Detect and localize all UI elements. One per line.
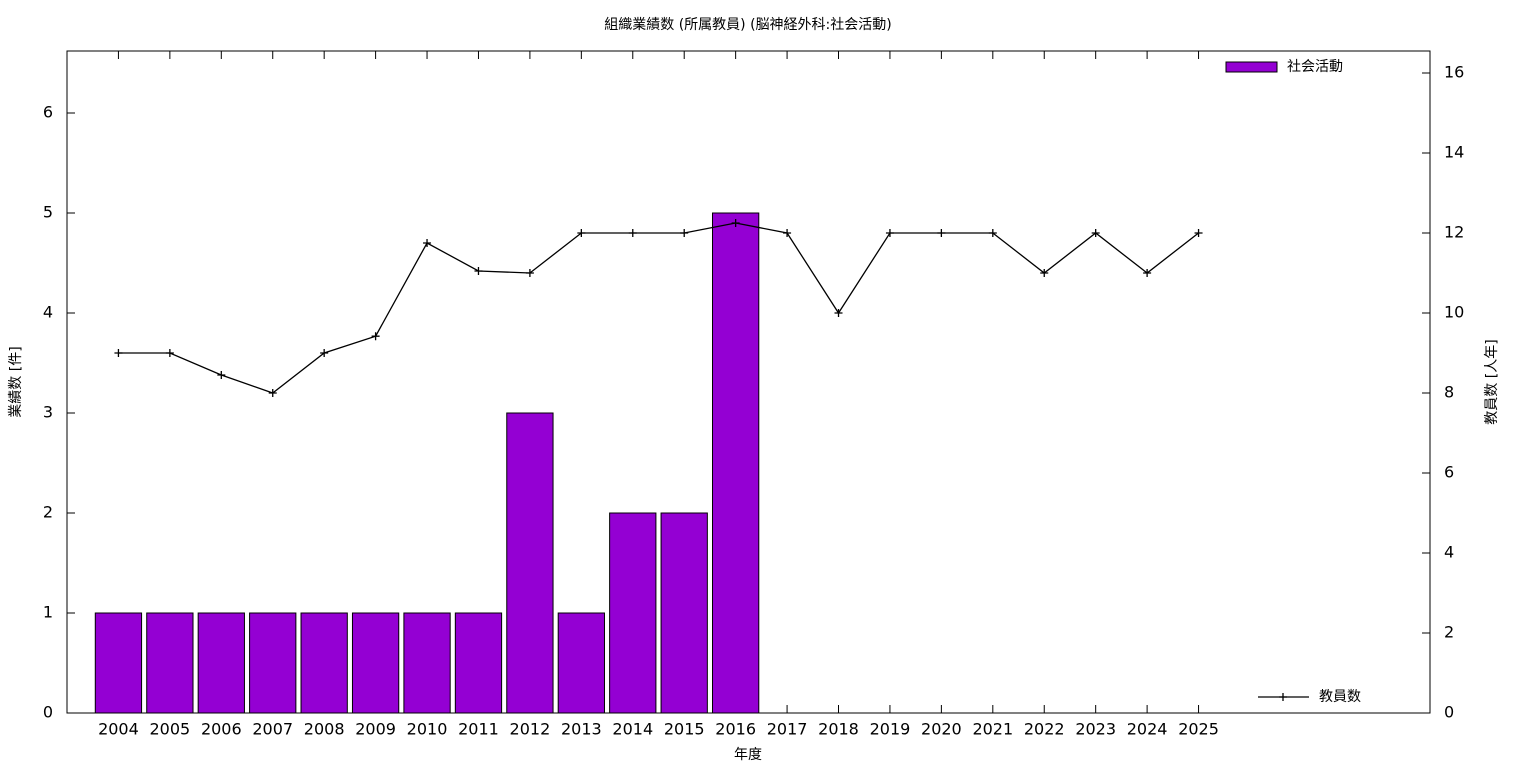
- point: [577, 229, 586, 237]
- x-tick-label: 2020: [921, 720, 962, 739]
- y2-tick-label: 10: [1444, 303, 1464, 322]
- point: [423, 239, 432, 247]
- bar: [454, 612, 503, 714]
- x-tick-label: 2009: [355, 720, 396, 739]
- y2-tick-label: 8: [1444, 383, 1454, 402]
- point: [1143, 269, 1152, 277]
- point: [731, 219, 740, 227]
- x-tick-label: 2013: [561, 720, 602, 739]
- bar: [557, 612, 605, 714]
- x-tick-label: 2019: [870, 720, 911, 739]
- y2-tick-label: 0: [1444, 703, 1454, 722]
- point: [525, 269, 534, 277]
- x-tick-label: 2015: [664, 720, 705, 739]
- y-tick-label: 5: [43, 203, 53, 222]
- y-tick-label: 3: [43, 403, 53, 422]
- bar: [300, 612, 348, 714]
- point: [114, 349, 123, 357]
- bar: [197, 612, 245, 714]
- legend-swatch: [1279, 693, 1287, 701]
- y-tick-label: 4: [43, 303, 53, 322]
- point: [834, 309, 843, 317]
- point: [165, 349, 174, 357]
- x-tick-label: 2010: [407, 720, 448, 739]
- point: [474, 267, 483, 275]
- bar: [711, 212, 760, 714]
- y2-axis-label: 教員数 [人年]: [1484, 339, 1500, 424]
- point: [371, 332, 380, 341]
- point: [988, 229, 997, 237]
- x-tick-label: 2021: [972, 720, 1013, 739]
- y2-tick-label: 16: [1444, 63, 1464, 82]
- legend-swatch: [1225, 61, 1278, 73]
- point: [937, 229, 946, 237]
- legend-label: 社会活動: [1287, 59, 1343, 75]
- y2-tick-label: 2: [1444, 623, 1454, 642]
- y2-tick-label: 6: [1444, 463, 1454, 482]
- plot-frame: [66, 50, 1431, 714]
- bar: [146, 612, 194, 714]
- y2-tick-label: 4: [1444, 543, 1454, 562]
- bar: [403, 612, 451, 714]
- point: [1091, 229, 1100, 237]
- y-tick-label: 6: [43, 103, 53, 122]
- x-tick-label: 2023: [1075, 720, 1116, 739]
- x-tick-label: 2007: [252, 720, 293, 739]
- y2-tick-label: 14: [1444, 143, 1464, 162]
- x-tick-label: 2004: [98, 720, 139, 739]
- point: [268, 389, 277, 397]
- bar: [506, 412, 554, 714]
- point: [783, 229, 792, 237]
- point: [885, 229, 894, 237]
- point: [680, 229, 689, 237]
- x-tick-label: 2022: [1024, 720, 1065, 739]
- point: [320, 349, 329, 357]
- x-tick-label: 2005: [150, 720, 191, 739]
- x-tick-label: 2018: [818, 720, 859, 739]
- point: [217, 371, 226, 379]
- bar: [94, 612, 143, 714]
- x-tick-label: 2017: [767, 720, 808, 739]
- bar: [351, 612, 400, 714]
- bar: [609, 512, 657, 714]
- y2-tick-label: 12: [1444, 223, 1464, 242]
- y-axis-label: 業績数 [件]: [8, 346, 24, 417]
- point: [1194, 229, 1203, 237]
- x-tick-label: 2025: [1178, 720, 1219, 739]
- x-tick-label: 2024: [1127, 720, 1168, 739]
- chart-title: 組織業績数 (所属教員) (脳神経外科:社会活動): [604, 17, 891, 33]
- y-tick-label: 2: [43, 503, 53, 522]
- x-tick-label: 2016: [715, 720, 756, 739]
- bar: [249, 612, 297, 714]
- x-axis-label: 年度: [734, 747, 762, 763]
- x-tick-label: 2008: [304, 720, 345, 739]
- x-tick-label: 2012: [510, 720, 551, 739]
- point: [628, 229, 637, 237]
- bar: [660, 512, 708, 714]
- line: [118, 222, 1199, 394]
- x-tick-label: 2014: [612, 720, 653, 739]
- x-tick-label: 2006: [201, 720, 242, 739]
- point: [1040, 269, 1049, 277]
- y-tick-label: 0: [43, 703, 53, 722]
- x-tick-label: 2011: [458, 720, 499, 739]
- y-tick-label: 1: [43, 603, 53, 622]
- legend-label: 教員数: [1319, 689, 1361, 705]
